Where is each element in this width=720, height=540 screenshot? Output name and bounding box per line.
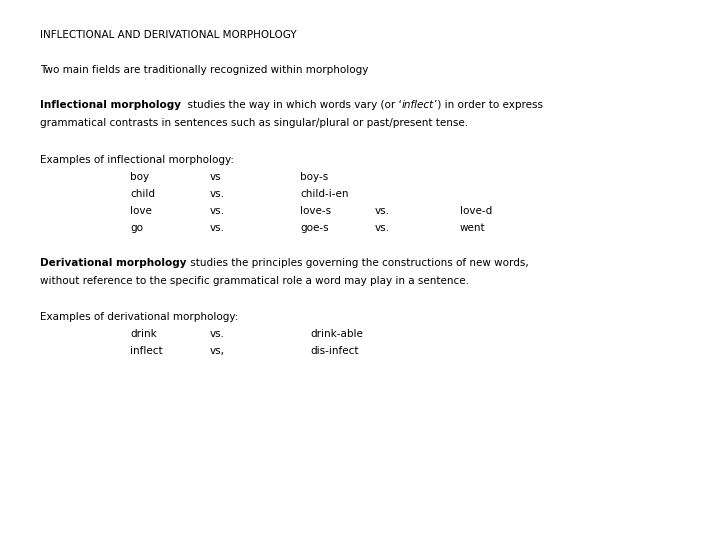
Text: studies the way in which words vary (or ‘: studies the way in which words vary (or …: [181, 100, 402, 110]
Text: vs.: vs.: [375, 223, 390, 233]
Text: love-d: love-d: [460, 206, 492, 216]
Text: vs: vs: [210, 172, 222, 182]
Text: love-s: love-s: [300, 206, 331, 216]
Text: vs,: vs,: [210, 346, 225, 356]
Text: dis-infect: dis-infect: [310, 346, 359, 356]
Text: vs.: vs.: [210, 329, 225, 339]
Text: goe-s: goe-s: [300, 223, 328, 233]
Text: Two main fields are traditionally recognized within morphology: Two main fields are traditionally recogn…: [40, 65, 369, 75]
Text: inflect: inflect: [130, 346, 163, 356]
Text: vs.: vs.: [210, 223, 225, 233]
Text: love: love: [130, 206, 152, 216]
Text: boy-s: boy-s: [300, 172, 328, 182]
Text: went: went: [460, 223, 485, 233]
Text: Derivational morphology: Derivational morphology: [40, 258, 186, 268]
Text: Examples of inflectional morphology:: Examples of inflectional morphology:: [40, 155, 234, 165]
Text: child: child: [130, 189, 155, 199]
Text: studies the principles governing the constructions of new words,: studies the principles governing the con…: [186, 258, 528, 268]
Text: inflect: inflect: [402, 100, 434, 110]
Text: vs.: vs.: [375, 206, 390, 216]
Text: without reference to the specific grammatical role a word may play in a sentence: without reference to the specific gramma…: [40, 276, 469, 286]
Text: vs.: vs.: [210, 206, 225, 216]
Text: grammatical contrasts in sentences such as singular/plural or past/present tense: grammatical contrasts in sentences such …: [40, 118, 468, 128]
Text: boy: boy: [130, 172, 149, 182]
Text: drink-able: drink-able: [310, 329, 363, 339]
Text: drink: drink: [130, 329, 157, 339]
Text: Inflectional morphology: Inflectional morphology: [40, 100, 181, 110]
Text: vs.: vs.: [210, 189, 225, 199]
Text: INFLECTIONAL AND DERIVATIONAL MORPHOLOGY: INFLECTIONAL AND DERIVATIONAL MORPHOLOGY: [40, 30, 297, 40]
Text: child-i-en: child-i-en: [300, 189, 348, 199]
Text: Examples of derivational morphology:: Examples of derivational morphology:: [40, 312, 238, 322]
Text: go: go: [130, 223, 143, 233]
Text: ’) in order to express: ’) in order to express: [434, 100, 543, 110]
